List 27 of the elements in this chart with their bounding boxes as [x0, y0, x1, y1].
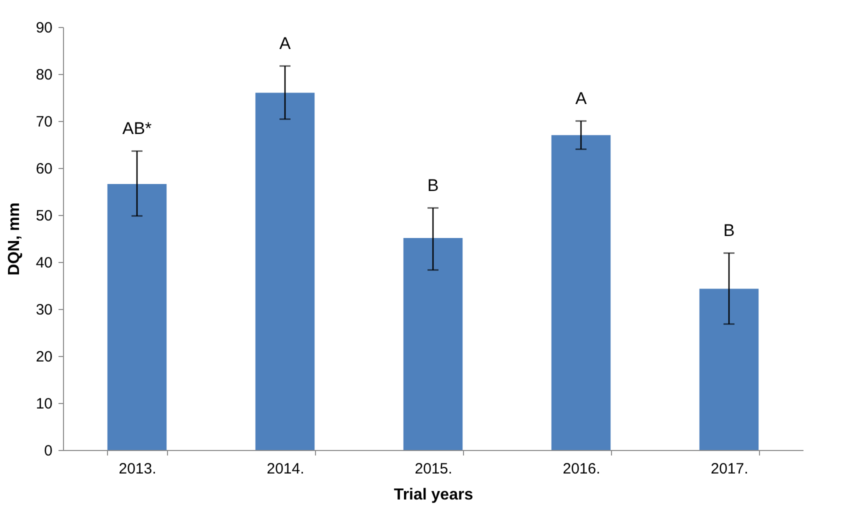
y-tick-label: 50 [36, 208, 52, 224]
y-tick-label: 20 [36, 348, 52, 366]
y-tick-label: 60 [36, 160, 52, 178]
x-tick-label: 2015. [414, 460, 452, 478]
x-axis-title: Trial years [394, 486, 474, 504]
bar [255, 92, 315, 450]
y-tick-label: 70 [36, 114, 52, 130]
x-tick-label: 2013. [118, 460, 156, 478]
x-tick-label: 2016. [562, 460, 600, 478]
annotation: B [427, 176, 439, 195]
bar [107, 184, 167, 450]
x-tick-label: 2017. [710, 460, 748, 478]
bar [403, 238, 463, 450]
y-axis-title: DQN, mm [6, 202, 23, 276]
annotation: B [723, 221, 735, 240]
annotation: AB* [122, 119, 152, 138]
y-tick-label: 90 [36, 20, 52, 36]
y-tick-label: 10 [36, 396, 52, 412]
bar [551, 135, 611, 450]
annotation: A [279, 34, 292, 54]
y-tick-label: 0 [44, 442, 52, 460]
x-tick-label: 2014. [266, 460, 304, 478]
y-tick-label: 40 [36, 254, 52, 272]
y-tick-label: 30 [36, 302, 52, 318]
bar [699, 288, 759, 450]
annotation: A [575, 89, 588, 108]
y-tick-label: 80 [36, 66, 52, 84]
